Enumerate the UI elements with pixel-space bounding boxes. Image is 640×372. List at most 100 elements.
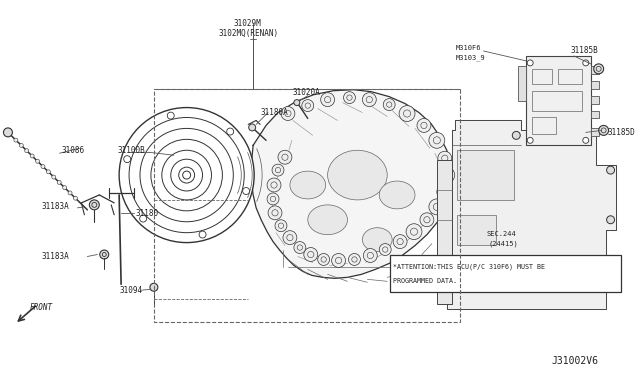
Circle shape: [607, 166, 614, 174]
Circle shape: [36, 159, 40, 163]
Circle shape: [119, 108, 254, 243]
Circle shape: [267, 193, 279, 205]
Circle shape: [527, 137, 533, 143]
Bar: [457, 150, 515, 200]
Circle shape: [441, 166, 449, 174]
Text: 31094: 31094: [119, 286, 142, 295]
Ellipse shape: [308, 205, 348, 235]
Text: M310F6: M310F6: [456, 45, 481, 51]
Circle shape: [583, 137, 589, 143]
Circle shape: [167, 112, 174, 119]
Bar: [591, 128, 598, 137]
Text: 31100B: 31100B: [117, 146, 145, 155]
Circle shape: [429, 199, 445, 215]
Circle shape: [512, 131, 520, 140]
Bar: [154, 89, 460, 322]
Circle shape: [267, 178, 281, 192]
Circle shape: [19, 144, 23, 147]
Text: SEC.244: SEC.244: [486, 231, 516, 237]
Circle shape: [383, 99, 395, 110]
Circle shape: [140, 128, 234, 222]
Text: 31020A: 31020A: [293, 88, 321, 97]
Text: *ATTENTION:THIS ECU(P/C 310F6) MUST BE: *ATTENTION:THIS ECU(P/C 310F6) MUST BE: [393, 263, 545, 270]
Circle shape: [182, 171, 191, 179]
Circle shape: [302, 100, 314, 112]
Circle shape: [275, 220, 287, 232]
Circle shape: [171, 159, 202, 191]
Circle shape: [14, 138, 18, 142]
Circle shape: [349, 253, 360, 266]
Bar: [457, 215, 497, 244]
Circle shape: [294, 241, 306, 253]
Circle shape: [90, 200, 99, 210]
Circle shape: [25, 149, 29, 153]
Bar: [532, 91, 582, 110]
Bar: [591, 81, 598, 89]
Circle shape: [594, 64, 604, 74]
Circle shape: [129, 118, 244, 232]
Bar: [591, 66, 598, 74]
Circle shape: [151, 140, 222, 211]
Circle shape: [268, 206, 282, 220]
Text: PROGRAMMED DATA.: PROGRAMMED DATA.: [393, 278, 457, 284]
Ellipse shape: [380, 181, 415, 209]
Circle shape: [179, 167, 195, 183]
Text: 31180: 31180: [135, 209, 158, 218]
Bar: [390, 254, 621, 292]
Bar: [437, 160, 452, 304]
Circle shape: [227, 128, 234, 135]
Circle shape: [283, 231, 297, 244]
Circle shape: [150, 283, 158, 291]
Circle shape: [393, 235, 407, 248]
Circle shape: [63, 186, 67, 190]
Bar: [457, 259, 486, 284]
Circle shape: [162, 150, 211, 200]
Circle shape: [249, 124, 255, 131]
Text: M3103_9: M3103_9: [456, 55, 486, 61]
Text: 31180A: 31180A: [260, 108, 288, 117]
Bar: [591, 96, 598, 103]
Circle shape: [57, 180, 61, 185]
Circle shape: [362, 93, 376, 106]
Circle shape: [140, 215, 147, 222]
Circle shape: [317, 253, 330, 266]
Text: FRONT: FRONT: [30, 303, 53, 312]
Text: (24415): (24415): [488, 240, 518, 247]
Circle shape: [344, 92, 355, 103]
Circle shape: [3, 128, 12, 137]
Circle shape: [124, 155, 131, 163]
Circle shape: [46, 170, 51, 174]
Circle shape: [441, 226, 449, 234]
Circle shape: [429, 132, 445, 148]
Circle shape: [68, 191, 72, 195]
Circle shape: [420, 213, 434, 227]
Text: 31185B: 31185B: [571, 46, 598, 55]
Circle shape: [294, 100, 300, 106]
Circle shape: [380, 244, 391, 256]
Circle shape: [598, 125, 609, 135]
Circle shape: [607, 216, 614, 224]
Bar: [526, 56, 591, 145]
Circle shape: [406, 224, 422, 240]
Text: 31183A: 31183A: [42, 252, 70, 261]
Circle shape: [437, 185, 451, 199]
Circle shape: [100, 250, 109, 259]
Circle shape: [304, 247, 317, 262]
Circle shape: [417, 119, 431, 132]
Polygon shape: [447, 121, 616, 309]
Ellipse shape: [328, 150, 387, 200]
Text: 31086: 31086: [61, 146, 84, 155]
Circle shape: [439, 167, 454, 183]
Text: J31002V6: J31002V6: [551, 356, 598, 366]
Circle shape: [272, 164, 284, 176]
Text: 31185D: 31185D: [607, 128, 636, 137]
Polygon shape: [251, 90, 452, 278]
Ellipse shape: [362, 228, 392, 251]
Text: 31029M: 31029M: [234, 19, 261, 28]
Circle shape: [332, 253, 346, 267]
Circle shape: [278, 150, 292, 164]
Bar: [518, 66, 526, 100]
Circle shape: [41, 164, 45, 169]
Circle shape: [199, 231, 206, 238]
Circle shape: [438, 151, 452, 165]
